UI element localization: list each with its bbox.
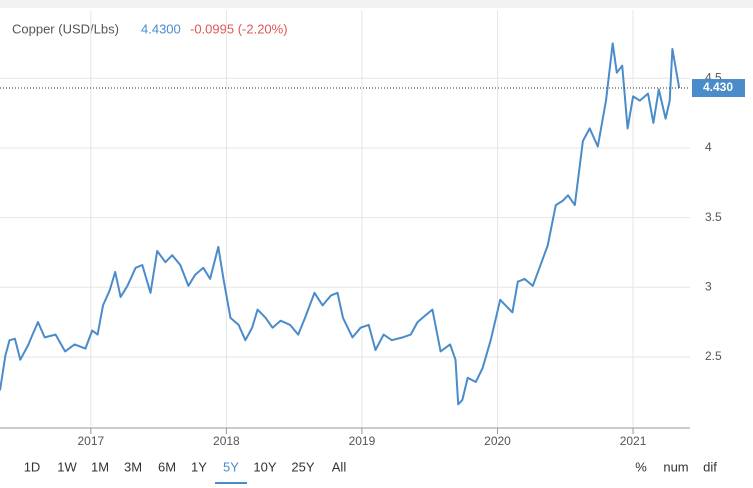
range-button[interactable]: 5Y: [223, 459, 239, 474]
chart-title: Copper (USD/Lbs): [12, 21, 119, 36]
x-tick-label: 2020: [484, 434, 511, 448]
x-tick-label: 2017: [77, 434, 104, 448]
last-value-label: 4.430: [703, 80, 733, 94]
mode-button[interactable]: num: [663, 459, 688, 474]
range-underline: [215, 482, 247, 484]
mode-button[interactable]: %: [635, 459, 647, 474]
price: 4.4300: [141, 21, 181, 36]
y-tick-label: 3: [705, 279, 712, 293]
price-line: [0, 42, 681, 406]
y-tick-label: 3.5: [705, 210, 722, 224]
x-tick-label: 2021: [620, 434, 647, 448]
mode-button[interactable]: dif: [703, 459, 717, 474]
price-change: -0.0995 (-2.20%): [190, 21, 288, 36]
range-button[interactable]: All: [332, 459, 347, 474]
range-button[interactable]: 1Y: [191, 459, 207, 474]
top-strip: [0, 0, 753, 8]
y-tick-label: 4: [705, 140, 712, 154]
range-button[interactable]: 10Y: [253, 459, 276, 474]
range-button[interactable]: 25Y: [291, 459, 314, 474]
x-tick-label: 2019: [349, 434, 376, 448]
last-value-box: [692, 79, 745, 98]
range-button[interactable]: 6M: [158, 459, 176, 474]
y-tick-label: 2.5: [705, 349, 722, 363]
range-button[interactable]: 1W: [57, 459, 77, 474]
range-button[interactable]: 1M: [91, 459, 109, 474]
range-button[interactable]: 1D: [24, 459, 41, 474]
range-button[interactable]: 3M: [124, 459, 142, 474]
x-tick-label: 2018: [213, 434, 240, 448]
